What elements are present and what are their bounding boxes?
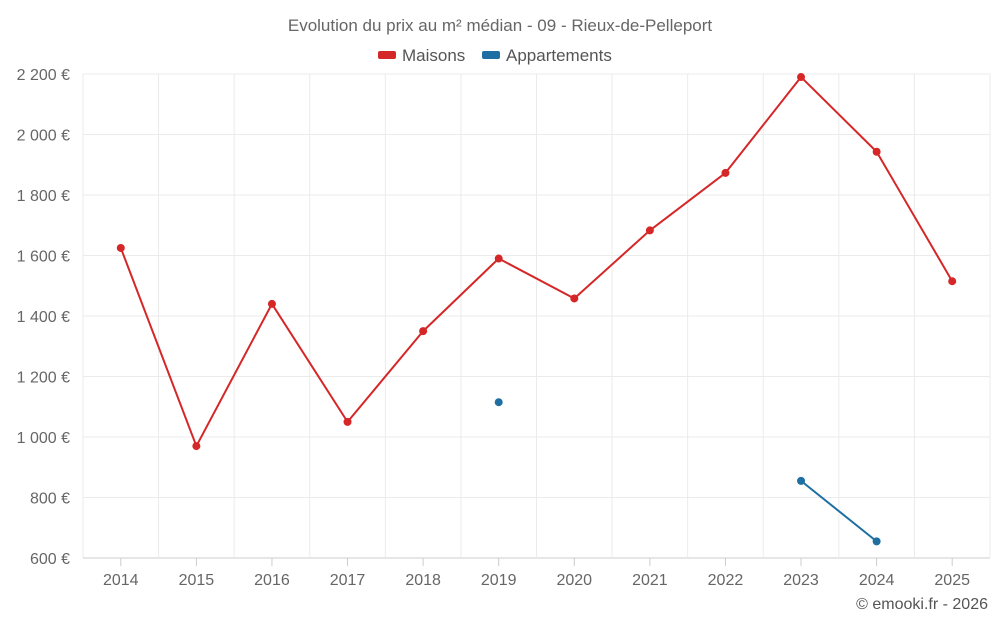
x-tick-label: 2017 [330,572,366,589]
series-line-segment [724,76,803,174]
x-tick-label: 2023 [783,572,819,589]
y-tick-label: 600 € [30,551,70,568]
legend-swatch-appartements [482,51,500,59]
series-line-segment [422,257,500,333]
x-tick-label: 2015 [179,572,215,589]
data-point[interactable] [948,277,957,286]
data-point[interactable] [267,299,276,308]
x-tick-label: 2016 [254,572,290,589]
data-point[interactable] [494,254,503,263]
x-gridlines [82,74,991,566]
y-axis-labels: 600 € 800 € 1 000 € 1 200 € 1 400 € 1 600 € 1 … [17,67,70,568]
legend-label-maisons[interactable]: Maisons [402,46,465,65]
legend-swatch-maisons [378,51,396,59]
series-line-segment [800,76,878,153]
y-tick-label: 2 000 € [17,128,70,145]
legend[interactable]: Maisons Appartements [378,46,612,65]
data-point[interactable] [570,294,579,303]
series-maisons [116,73,957,451]
series-line-segment [195,302,273,448]
x-axis-labels: 2014 2015 2016 2017 2018 2019 2020 2021 2022 2023… [103,572,970,589]
legend-label-appartements[interactable]: Appartements [506,46,612,65]
series-line-segment [270,302,349,423]
y-tick-label: 1 600 € [17,249,70,266]
x-tick-label: 2025 [934,572,970,589]
data-point[interactable] [419,327,428,336]
series-line-segment [573,229,651,300]
data-point[interactable] [797,476,806,485]
x-tick-label: 2018 [405,572,441,589]
y-tick-label: 1 800 € [17,188,70,205]
x-tick-label: 2022 [708,572,744,589]
y-tick-label: 800 € [30,491,70,508]
x-tick-label: 2021 [632,572,668,589]
data-point[interactable] [721,168,730,177]
y-tick-label: 1 200 € [17,370,70,387]
data-point[interactable] [872,537,881,546]
chart-title: Evolution du prix au m² médian - 09 - Ri… [288,16,713,35]
data-point[interactable] [494,398,503,407]
series-line-segment [346,330,425,423]
series-appartements [494,398,881,546]
credit-text: © emooki.fr - 2026 [856,596,988,613]
series-line-segment [800,479,878,543]
data-point[interactable] [645,226,654,235]
y-tick-label: 1 000 € [17,430,70,447]
series-line-segment [119,246,198,448]
series-line-segment [875,150,954,283]
y-tick-label: 1 400 € [17,309,70,326]
data-point[interactable] [797,73,806,82]
data-point[interactable] [116,243,125,252]
series-line-segment [648,171,727,232]
data-point[interactable] [192,442,201,451]
data-point[interactable] [343,417,352,426]
x-tick-label: 2024 [859,572,895,589]
x-tick-label: 2019 [481,572,517,589]
series-line-segment [497,257,576,300]
x-tick-label: 2020 [556,572,592,589]
series-layer [116,73,957,546]
data-point[interactable] [872,147,881,156]
y-tick-label: 2 200 € [17,67,70,84]
x-tick-label: 2014 [103,572,139,589]
